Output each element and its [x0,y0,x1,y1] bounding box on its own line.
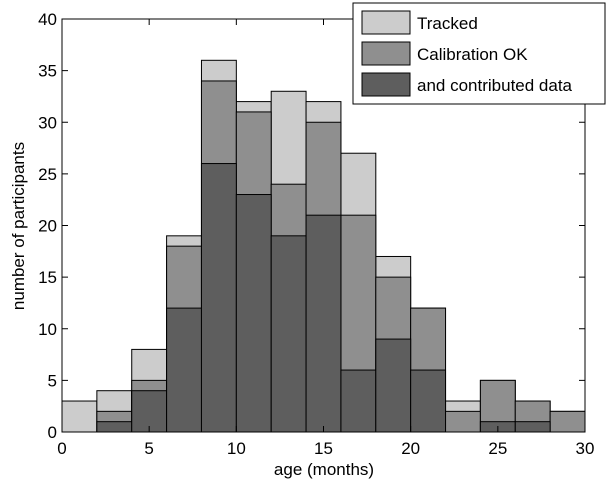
axes-layer: 0 5 10 15 20 25 30 0 5 10 15 20 25 30 35 40 [38,10,594,458]
x-tick-label: 0 [57,439,66,458]
legend-swatch [361,10,411,35]
y-tick-label: 30 [38,113,57,132]
y-tick-label: 25 [38,165,57,184]
legend-swatch [361,72,411,97]
bar-series-2-bin-8 [340,369,377,433]
bar-series-2-bin-6 [270,235,307,433]
bar-series-2-bin-1 [96,421,133,433]
bar-series-2-bin-4 [200,163,237,433]
legend: Tracked Calibration OK and contributed dat… [352,2,606,105]
bar-series-2-bin-3 [166,307,202,433]
y-tick-label: 5 [48,371,57,390]
y-tick-label: 35 [38,62,57,81]
y-tick-label: 0 [48,423,57,442]
bar-series-2-bin-7 [305,214,342,433]
x-tick-label: 10 [227,439,246,458]
bar-series-2-bin-13 [514,421,551,433]
y-tick-label: 15 [38,268,57,287]
x-axis-label: age (months) [274,460,374,479]
y-tick-label: 40 [38,10,57,29]
bars-layer [61,59,586,433]
bar-series-2-bin-10 [410,369,447,433]
bar-series-0-bin-0 [61,400,98,433]
legend-label: Calibration OK [417,45,528,64]
y-axis-label: number of participants [9,142,28,310]
bar-series-2-bin-5 [235,194,272,433]
bar-series-1-bin-11 [445,410,481,433]
x-tick-label: 25 [488,439,507,458]
bar-series-2-bin-9 [375,338,412,433]
bar-series-2-bin-2 [131,390,168,433]
x-tick-label: 20 [401,439,420,458]
x-tick-label: 15 [314,439,333,458]
legend-label: Tracked [417,14,478,33]
x-tick-label: 30 [576,439,595,458]
legend-label: and contributed data [417,76,573,95]
bar-series-1-bin-14 [549,410,586,433]
y-tick-label: 20 [38,217,57,236]
legend-swatch [361,41,411,66]
y-tick-label: 10 [38,320,57,339]
x-tick-label: 5 [144,439,153,458]
